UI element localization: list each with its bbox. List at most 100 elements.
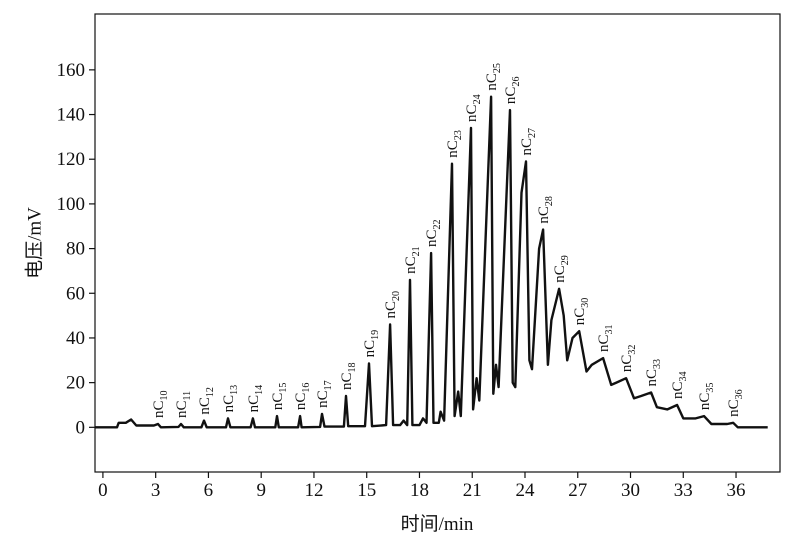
peak-label: nC29 xyxy=(552,255,571,283)
peak-label-name: nC xyxy=(536,206,552,224)
peak-label-sub: 36 xyxy=(734,389,745,399)
y-tick-label: 40 xyxy=(66,328,85,349)
peak-label-sub: 23 xyxy=(453,130,464,140)
peak-label-name: nC xyxy=(697,393,713,411)
peak-label-name: nC xyxy=(221,395,237,413)
peak-label-name: nC xyxy=(151,400,167,418)
y-tick-label: 80 xyxy=(66,239,85,260)
peak-label-name: nC xyxy=(383,301,399,319)
peak-label-sub: 12 xyxy=(205,387,216,397)
peak-label: nC27 xyxy=(519,128,538,156)
peak-label: nC35 xyxy=(697,383,716,411)
peak-label: nC14 xyxy=(246,385,265,413)
peak-label-name: nC xyxy=(596,335,612,353)
peak-label: nC32 xyxy=(619,345,638,373)
peak-label-sub: 35 xyxy=(705,383,716,393)
x-tick-label: 0 xyxy=(98,480,108,501)
peak-label: nC17 xyxy=(315,380,334,408)
y-tick-label: 0 xyxy=(76,417,86,438)
peak-label-sub: 25 xyxy=(492,63,503,73)
peak-label-name: nC xyxy=(197,397,213,415)
chromatogram-line xyxy=(95,95,768,429)
peak-label: nC26 xyxy=(503,77,522,105)
peak-label: nC33 xyxy=(644,359,663,387)
peak-label-sub: 30 xyxy=(580,298,591,308)
x-tick-label: 21 xyxy=(463,480,482,501)
peak-label: nC12 xyxy=(197,387,216,415)
peak-label-name: nC xyxy=(670,381,686,399)
peak-label-name: nC xyxy=(503,87,519,105)
peak-label: nC36 xyxy=(726,389,745,417)
peak-label-name: nC xyxy=(484,73,500,91)
peak-label-sub: 10 xyxy=(159,390,170,400)
peak-label-name: nC xyxy=(572,308,588,326)
peak-label: nC23 xyxy=(445,130,464,158)
peak-label: nC28 xyxy=(536,196,555,224)
peak-label-sub: 17 xyxy=(323,380,334,390)
x-tick-label: 36 xyxy=(727,480,746,501)
peak-label: nC21 xyxy=(403,246,422,274)
peak-label-sub: 20 xyxy=(391,291,402,301)
y-tick-label: 160 xyxy=(57,60,86,81)
peak-label: nC31 xyxy=(596,325,615,353)
x-tick-label: 33 xyxy=(674,480,693,501)
peak-label-name: nC xyxy=(424,230,440,248)
peak-label: nC25 xyxy=(484,63,503,91)
peak-label-sub: 24 xyxy=(472,94,483,104)
peak-label-name: nC xyxy=(293,393,309,411)
peak-label: nC30 xyxy=(572,298,591,326)
peak-label: nC22 xyxy=(424,220,443,248)
x-tick-label: 27 xyxy=(568,480,587,501)
peak-label-sub: 11 xyxy=(182,391,193,401)
peak-label: nC19 xyxy=(362,330,381,358)
peak-label: nC13 xyxy=(221,385,240,413)
peak-label-sub: 15 xyxy=(278,383,289,393)
peak-label: nC34 xyxy=(670,371,689,399)
peak-label: nC20 xyxy=(383,291,402,319)
peak-label-sub: 32 xyxy=(627,345,638,355)
peak-label-sub: 29 xyxy=(560,255,571,265)
peak-label-name: nC xyxy=(619,355,635,373)
plot-frame xyxy=(94,13,781,473)
peak-label-name: nC xyxy=(464,104,480,122)
peak-label-name: nC xyxy=(246,395,262,413)
peak-label-sub: 26 xyxy=(511,77,522,87)
peak-label-name: nC xyxy=(644,369,660,387)
peak-label-name: nC xyxy=(270,393,286,411)
x-tick-label: 15 xyxy=(357,480,376,501)
peak-label-name: nC xyxy=(362,340,378,358)
x-tick-label: 3 xyxy=(151,480,161,501)
peak-label-sub: 34 xyxy=(678,371,689,381)
x-tick-label: 24 xyxy=(515,480,535,501)
y-tick-label: 60 xyxy=(66,283,85,304)
x-tick-label: 12 xyxy=(304,480,323,501)
peak-label-name: nC xyxy=(403,256,419,274)
x-tick-label: 18 xyxy=(410,480,429,501)
peak-label: nC18 xyxy=(339,363,358,391)
peak-label-name: nC xyxy=(174,400,190,418)
peak-label-name: nC xyxy=(315,390,331,408)
y-axis-label: 电压/mV xyxy=(23,207,45,279)
x-tick-label: 30 xyxy=(621,480,640,501)
peak-label-name: nC xyxy=(445,140,461,158)
peak-label-name: nC xyxy=(726,399,742,417)
peak-label-sub: 31 xyxy=(604,325,615,335)
x-tick-label: 9 xyxy=(256,480,266,501)
peak-label-sub: 13 xyxy=(229,385,240,395)
peak-label-sub: 27 xyxy=(527,128,538,138)
peak-label-sub: 28 xyxy=(544,196,555,206)
x-axis-label: 时间/min xyxy=(401,513,474,535)
y-tick-label: 120 xyxy=(57,149,86,170)
peak-label: nC24 xyxy=(464,94,483,122)
peak-label-sub: 33 xyxy=(652,359,663,369)
peak-label: nC11 xyxy=(174,391,193,418)
y-tick-label: 140 xyxy=(57,105,86,126)
peak-label-sub: 14 xyxy=(254,385,265,395)
peak-label-sub: 18 xyxy=(347,363,358,373)
peak-label: nC15 xyxy=(270,383,289,411)
peak-label-name: nC xyxy=(552,265,568,283)
x-tick-label: 6 xyxy=(204,480,214,501)
peak-label-sub: 21 xyxy=(411,246,422,256)
peak-label: nC16 xyxy=(293,383,312,411)
